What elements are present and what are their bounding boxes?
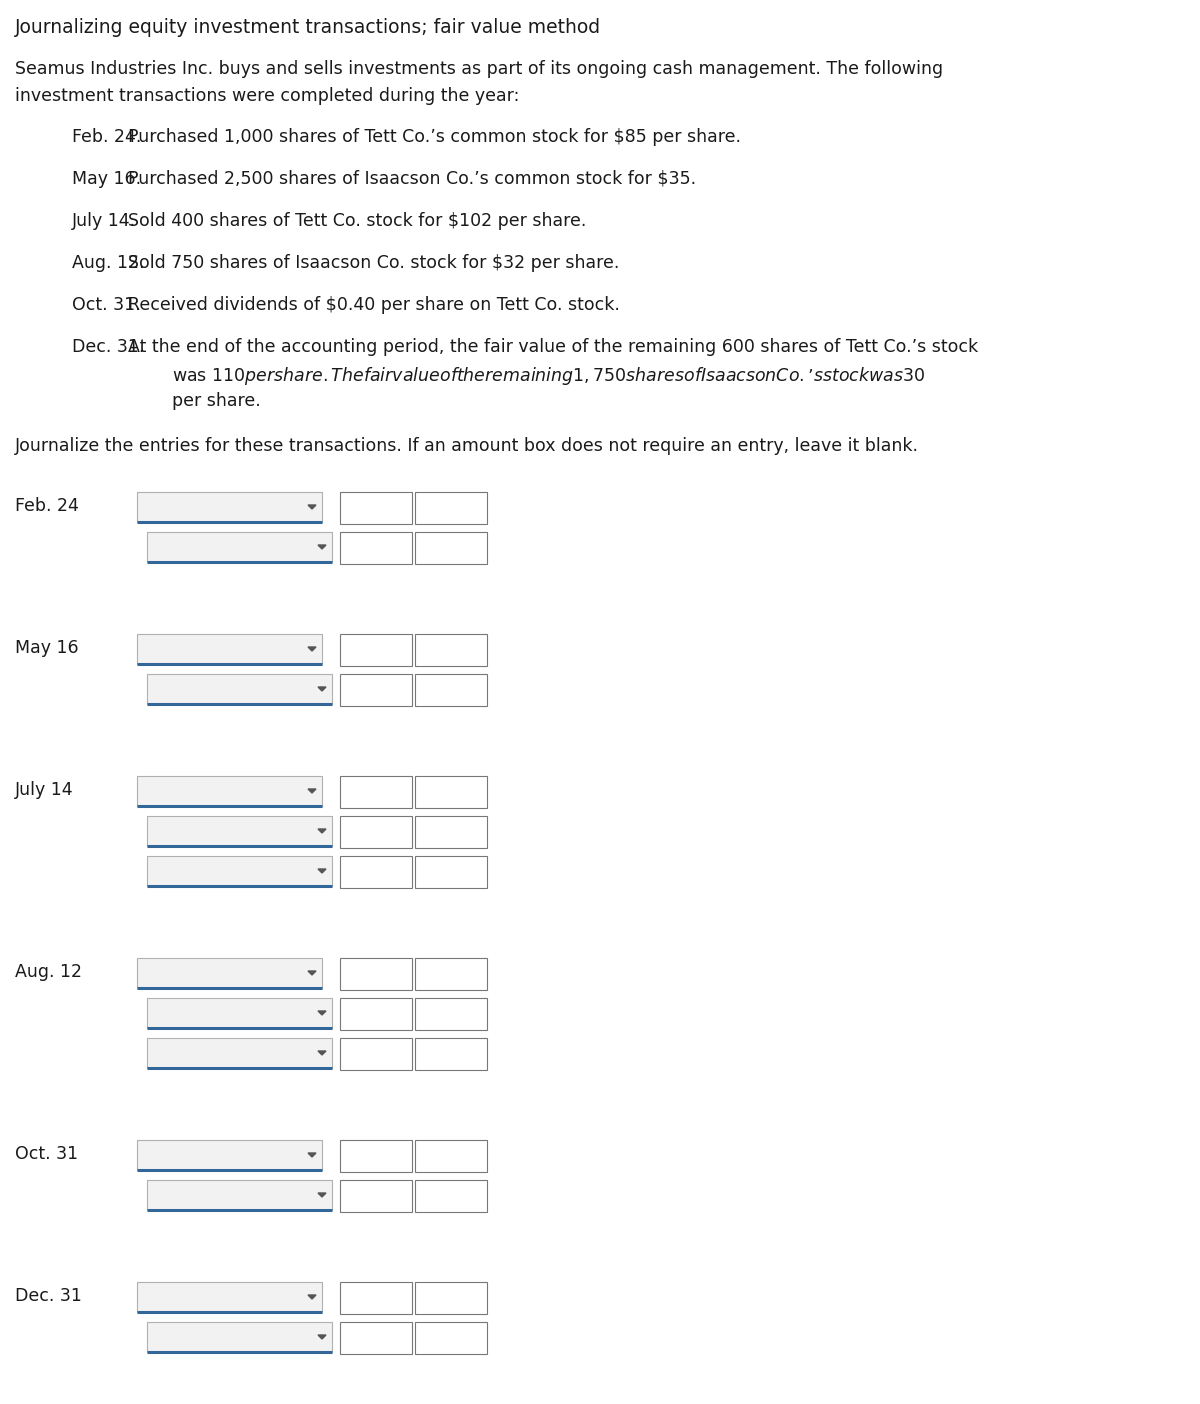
Bar [148, 1038, 332, 1068]
Bar [340, 776, 412, 807]
Bar [415, 998, 487, 1031]
Bar [148, 1179, 332, 1210]
Bar [415, 491, 487, 524]
Text: investment transactions were completed during the year:: investment transactions were completed d… [14, 87, 520, 105]
Text: Seamus Industries Inc. buys and sells investments as part of its ongoing cash ma: Seamus Industries Inc. buys and sells in… [14, 60, 943, 79]
Bar [148, 998, 332, 1028]
Bar [340, 1038, 412, 1070]
Text: Feb. 24: Feb. 24 [14, 497, 79, 515]
Polygon shape [308, 1153, 316, 1157]
Bar [340, 1179, 412, 1212]
Bar [340, 1282, 412, 1314]
Bar [340, 532, 412, 564]
Bar [415, 635, 487, 665]
Text: Dec. 31: Dec. 31 [14, 1287, 82, 1304]
Text: Sold 400 shares of Tett Co. stock for $102 per share.: Sold 400 shares of Tett Co. stock for $1… [128, 212, 587, 230]
Polygon shape [318, 828, 326, 833]
Text: May 16: May 16 [14, 639, 79, 657]
Bar [340, 635, 412, 665]
Polygon shape [318, 869, 326, 873]
Bar [137, 776, 322, 806]
Bar [148, 816, 332, 847]
Bar [415, 816, 487, 848]
Polygon shape [318, 1011, 326, 1015]
Bar [148, 532, 332, 562]
Polygon shape [308, 1294, 316, 1299]
Bar [415, 674, 487, 706]
Bar [340, 856, 412, 887]
Polygon shape [318, 1335, 326, 1339]
Polygon shape [318, 1193, 326, 1198]
Bar [340, 1323, 412, 1353]
Bar [137, 1140, 322, 1170]
Text: was $110 per share. The fair value of the remaining 1,750 shares of Isaacson Co.: was $110 per share. The fair value of th… [172, 365, 925, 388]
Bar [340, 998, 412, 1031]
Text: Journalizing equity investment transactions; fair value method: Journalizing equity investment transacti… [14, 18, 601, 37]
Text: Sold 750 shares of Isaacson Co. stock for $32 per share.: Sold 750 shares of Isaacson Co. stock fo… [128, 254, 619, 272]
Text: Dec. 31.: Dec. 31. [72, 338, 144, 357]
Text: At the end of the accounting period, the fair value of the remaining 600 shares : At the end of the accounting period, the… [128, 338, 978, 357]
Polygon shape [308, 789, 316, 793]
Bar [415, 1140, 487, 1172]
Bar [415, 1282, 487, 1314]
Bar [137, 1282, 322, 1311]
Bar [415, 1179, 487, 1212]
Text: Purchased 1,000 shares of Tett Co.’s common stock for $85 per share.: Purchased 1,000 shares of Tett Co.’s com… [128, 128, 742, 146]
Bar [415, 856, 487, 887]
Text: Received dividends of $0.40 per share on Tett Co. stock.: Received dividends of $0.40 per share on… [128, 296, 620, 314]
Polygon shape [308, 505, 316, 510]
Bar [137, 491, 322, 522]
Bar [415, 776, 487, 807]
Text: Aug. 12.: Aug. 12. [72, 254, 144, 272]
Polygon shape [318, 687, 326, 691]
Bar [415, 1038, 487, 1070]
Text: Feb. 24.: Feb. 24. [72, 128, 142, 146]
Bar [340, 1140, 412, 1172]
Text: Oct. 31: Oct. 31 [14, 1146, 78, 1163]
Bar [415, 958, 487, 990]
Text: Oct. 31.: Oct. 31. [72, 296, 140, 314]
Bar [148, 856, 332, 886]
Bar [148, 674, 332, 703]
Polygon shape [318, 545, 326, 549]
Bar [340, 816, 412, 848]
Text: Aug. 12: Aug. 12 [14, 963, 82, 981]
Polygon shape [318, 1052, 326, 1054]
Text: Purchased 2,500 shares of Isaacson Co.’s common stock for $35.: Purchased 2,500 shares of Isaacson Co.’s… [128, 170, 696, 188]
Text: per share.: per share. [172, 392, 260, 410]
Bar [415, 1323, 487, 1353]
Bar [137, 958, 322, 988]
Bar [340, 674, 412, 706]
Bar [340, 491, 412, 524]
Bar [415, 532, 487, 564]
Bar [340, 958, 412, 990]
Text: July 14: July 14 [14, 781, 73, 799]
Bar [137, 635, 322, 664]
Polygon shape [308, 647, 316, 651]
Text: May 16.: May 16. [72, 170, 142, 188]
Polygon shape [308, 972, 316, 974]
Text: July 14.: July 14. [72, 212, 136, 230]
Bar [148, 1323, 332, 1352]
Text: Journalize the entries for these transactions. If an amount box does not require: Journalize the entries for these transac… [14, 437, 919, 455]
